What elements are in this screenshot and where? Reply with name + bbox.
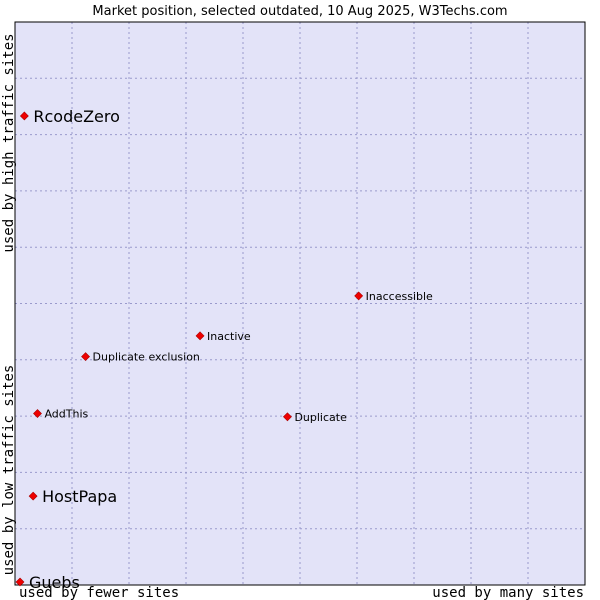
point-marker (28, 491, 38, 501)
data-point-duplicate: Duplicate (283, 411, 347, 424)
y-axis-label-top: used by high traffic sites (1, 33, 17, 252)
data-point-inactive: Inactive (195, 330, 251, 343)
point-label: Duplicate exclusion (93, 351, 200, 364)
point-marker (33, 409, 42, 418)
y-axis-label-bottom: used by low traffic sites (1, 365, 17, 576)
point-marker (81, 352, 90, 362)
chart-title: Market position, selected outdated, 10 A… (92, 4, 507, 19)
x-axis-label-right: used by many sites (432, 585, 584, 600)
point-marker (15, 577, 25, 587)
point-marker (283, 412, 292, 422)
point-label: Guebs (29, 573, 80, 592)
points-layer: RcodeZero Inaccessible Inactive Duplicate e… (15, 107, 433, 592)
data-point-guebs: Guebs (15, 573, 80, 592)
plot-border (14, 21, 586, 586)
data-point-duplicate-exclusion: Duplicate exclusion (81, 351, 200, 364)
data-point-addthis: AddThis (33, 408, 89, 421)
data-point-inaccessible: Inaccessible (354, 290, 433, 303)
point-label: Inactive (207, 330, 251, 343)
point-marker (354, 291, 364, 301)
point-label: Duplicate (294, 411, 347, 424)
point-label: AddThis (44, 408, 88, 421)
data-point-hostpapa: HostPapa (28, 487, 117, 506)
data-point-rcodezero: RcodeZero (19, 107, 120, 126)
point-marker (19, 111, 29, 121)
point-label: Inaccessible (366, 290, 433, 303)
point-marker (195, 331, 205, 341)
x-axis-label-left: used by fewer sites (19, 585, 179, 600)
point-label: HostPapa (42, 487, 117, 506)
point-label: RcodeZero (33, 107, 120, 126)
grid-layer (15, 22, 585, 585)
